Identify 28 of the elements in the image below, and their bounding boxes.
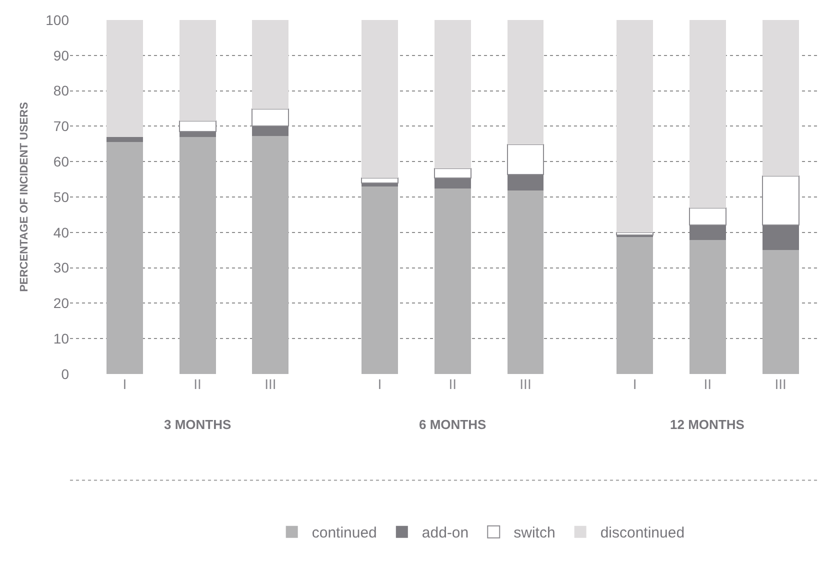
y-tick-label: 30 — [53, 260, 70, 276]
y-tick-label: 80 — [53, 82, 70, 99]
y-tick-label: 10 — [53, 330, 70, 346]
y-tick-label: 60 — [53, 154, 70, 170]
x-tick-label: II — [704, 376, 712, 392]
x-tick-label: II — [194, 376, 202, 392]
legend-label: discontinued — [600, 524, 685, 542]
y-tick-label: 20 — [53, 295, 70, 312]
y-tick-label: 100 — [46, 12, 70, 28]
y-tick-label: 50 — [53, 188, 70, 205]
legend-label: switch — [514, 524, 556, 542]
legend-label: continued — [312, 524, 377, 542]
x-tick-label: I — [122, 376, 127, 392]
x-tick-label: I — [378, 376, 382, 392]
text: 3 MONTHS — [164, 417, 232, 432]
legend-label: add-on — [422, 524, 469, 542]
y-tick-label: 0 — [61, 366, 70, 382]
x-tick-label: III — [264, 376, 276, 392]
y-axis-title: PERCENTAGE OF INCIDENT USERS — [18, 102, 30, 292]
text: 6 MONTHS — [419, 417, 486, 432]
x-tick-label: I — [632, 376, 637, 392]
x-tick-label: III — [520, 376, 532, 392]
x-tick-label: III — [774, 376, 786, 392]
y-tick-label: 70 — [53, 118, 70, 134]
x-tick-label: II — [448, 376, 456, 392]
text: 12 MONTHS — [670, 417, 745, 432]
y-tick-label: 40 — [53, 224, 70, 240]
y-tick-label: 90 — [53, 47, 70, 64]
